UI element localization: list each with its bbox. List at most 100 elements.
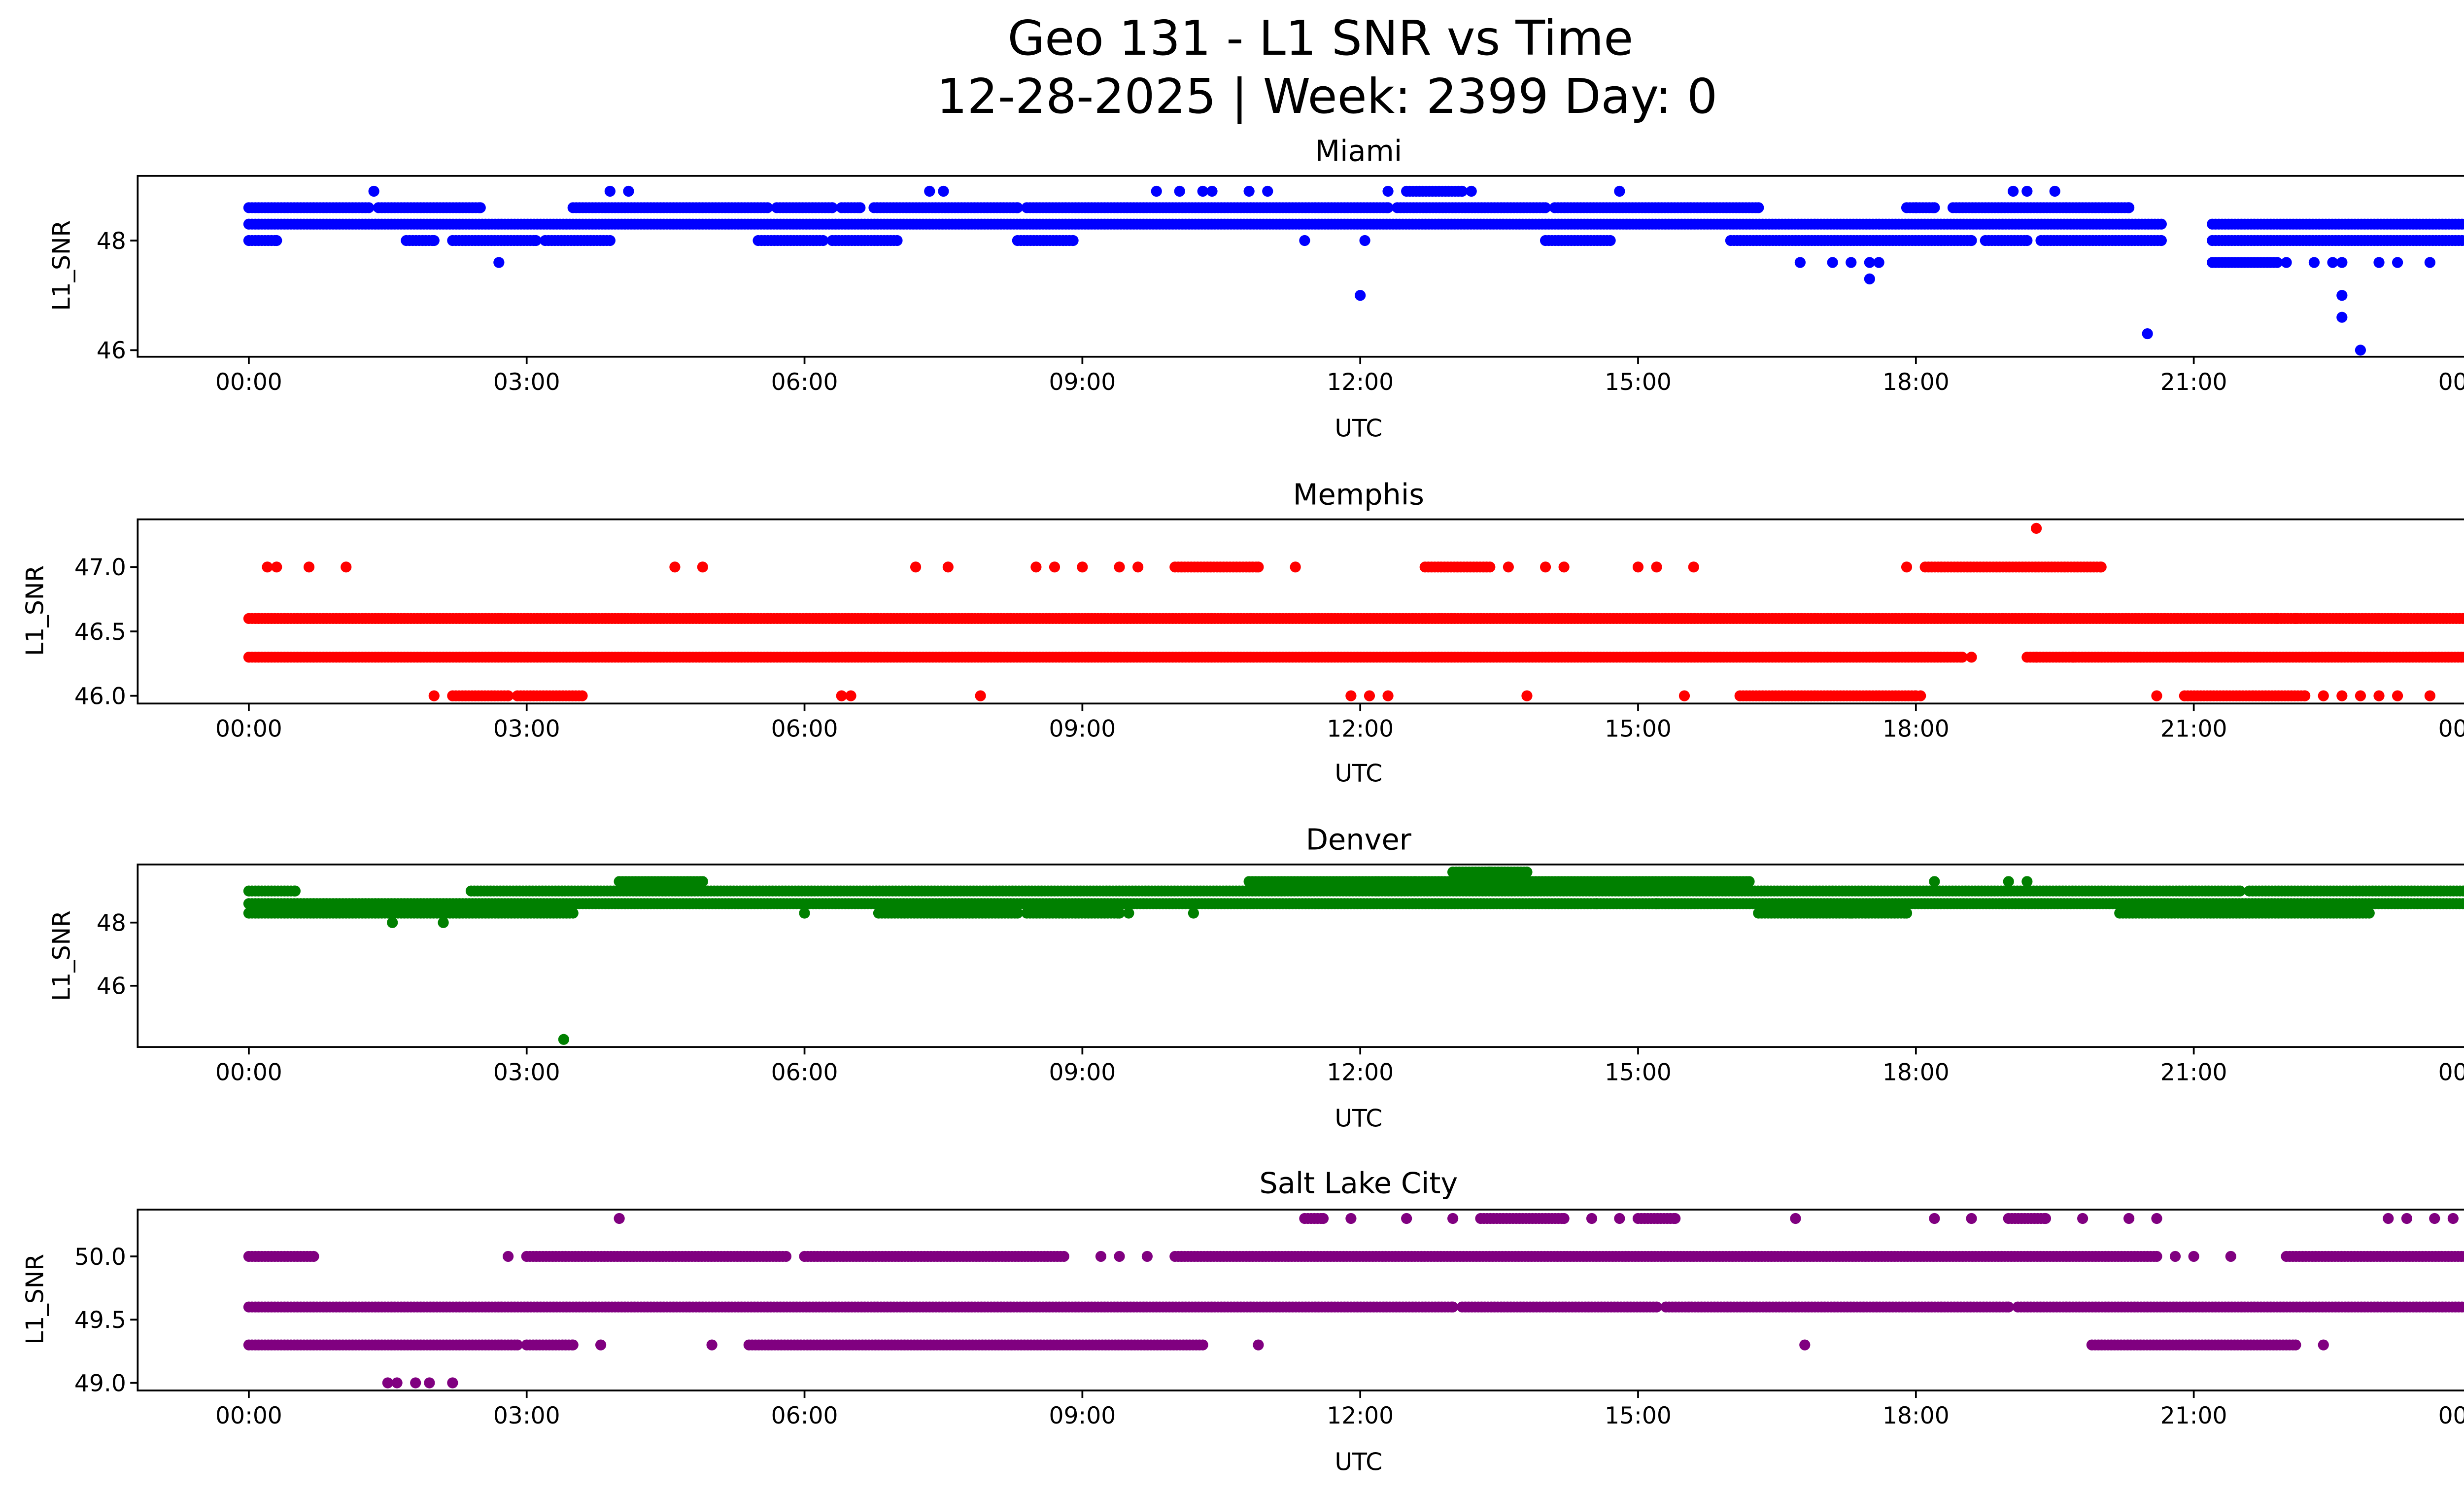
data-point [2459, 652, 2464, 663]
data-point-outlier [2308, 257, 2320, 268]
data-point-outlier [2008, 185, 2019, 197]
data-point-outlier [2336, 690, 2348, 701]
data-point [2463, 237, 2464, 244]
data-point [2460, 218, 2464, 230]
y-tick-label: 46.0 [74, 683, 126, 710]
data-point-outlier [2031, 522, 2042, 534]
data-point-outlier [2355, 345, 2366, 356]
data-point-outlier [1466, 185, 1477, 197]
data-point-outlier [1873, 257, 1884, 268]
data-point-outlier [697, 561, 708, 573]
data-point [1753, 202, 1764, 213]
data-point-outlier [910, 561, 922, 573]
data-point-outlier [1049, 561, 1061, 573]
y-axis-label: L1_SNR [47, 910, 75, 1001]
data-point-outlier [2318, 690, 2329, 701]
data-point-outlier [2373, 257, 2385, 268]
data-point [2095, 561, 2107, 573]
data-point [567, 907, 579, 919]
x-tick-label: 15:00 [1605, 716, 1672, 743]
data-point [1966, 235, 1977, 246]
data-point-outlier [1521, 690, 1533, 701]
data-point-outlier [1364, 690, 1375, 701]
data-point [530, 235, 542, 246]
data-point [1012, 202, 1023, 213]
data-point-outlier [1632, 561, 1644, 573]
data-point-outlier [1901, 561, 1913, 573]
x-axis-label: UTC [1335, 1105, 1382, 1133]
data-point-outlier [493, 257, 505, 268]
data-point [2460, 235, 2464, 246]
data-point-outlier [1846, 257, 1857, 268]
x-tick-label: 18:00 [1882, 369, 1950, 396]
x-tick-label: 21:00 [2160, 369, 2227, 396]
data-point [2462, 653, 2464, 661]
data-point-outlier [2281, 257, 2292, 268]
data-point [2463, 221, 2464, 228]
data-point [762, 202, 773, 213]
data-point-outlier [2424, 257, 2435, 268]
data-point [2299, 690, 2311, 701]
data-point-outlier [2355, 690, 2366, 701]
data-point-outlier [1290, 561, 1301, 573]
data-point-outlier [2290, 613, 2301, 624]
y-axis-label: L1_SNR [47, 220, 75, 311]
data-point [855, 202, 866, 213]
data-point-outlier [1030, 561, 1042, 573]
panel-miami: Miami L1_SNR UTC 00:00 03:00 06:00 09:00 12:… [47, 134, 2464, 442]
x-tick-label: 15:00 [1605, 369, 1672, 396]
data-point-outlier [975, 690, 986, 701]
data-point [2156, 235, 2167, 246]
data-point-outlier [1077, 561, 1088, 573]
data-point-outlier [2373, 690, 2385, 701]
series-points [243, 522, 2464, 701]
data-point [891, 235, 903, 246]
data-point-outlier [2424, 690, 2435, 701]
y-tick-label: 46 [97, 337, 126, 364]
data-point [289, 885, 301, 897]
series-points [243, 185, 2464, 356]
data-point-outlier [1678, 690, 1690, 701]
x-tick-label: 03:00 [493, 716, 560, 743]
x-tick-label: 09:00 [1049, 716, 1116, 743]
data-point [1744, 876, 1755, 887]
data-point-outlier [2049, 185, 2060, 197]
data-point-outlier [1243, 185, 1255, 197]
data-point [1253, 561, 1264, 573]
data-point-outlier [1688, 561, 1699, 573]
data-point-outlier [1915, 690, 1926, 701]
data-point-outlier [1503, 561, 1514, 573]
x-tick-label: 09:00 [1049, 369, 1116, 396]
panel-title: Memphis [1293, 477, 1424, 511]
data-point-outlier [2336, 312, 2348, 323]
data-point-outlier [938, 185, 949, 197]
data-point-outlier [924, 185, 935, 197]
data-point-outlier [1651, 561, 1662, 573]
x-tick-label: 21:00 [2160, 716, 2227, 743]
data-point [1956, 652, 1968, 663]
data-point-outlier [604, 185, 616, 197]
y-tick-label: 46.5 [74, 619, 126, 646]
data-point-outlier [1355, 290, 1366, 301]
data-point [2461, 613, 2464, 624]
data-point-outlier [2021, 185, 2033, 197]
panel-title: Miami [1315, 134, 1402, 168]
data-point-outlier [1864, 273, 1875, 284]
data-point [363, 202, 375, 213]
data-point-outlier [1827, 257, 1838, 268]
data-point-outlier [2142, 328, 2153, 340]
data-point [2156, 218, 2167, 230]
x-axis-label: UTC [1335, 760, 1382, 788]
x-tick-label: 06:00 [771, 369, 838, 396]
data-point-outlier [1382, 690, 1394, 701]
data-point [2271, 257, 2283, 268]
x-tick-label: 00:00 [2438, 716, 2464, 743]
data-point-outlier [368, 185, 379, 197]
data-point-outlier [1174, 185, 1185, 197]
y-tick-label: 47.0 [74, 554, 126, 581]
data-point-outlier [1197, 185, 1208, 197]
data-point-outlier [1382, 185, 1394, 197]
x-axis-label: UTC [1335, 414, 1382, 442]
panel-denver: Denver L1_SNR UTC 00:00 03:00 06:00 09:00 12… [47, 823, 2464, 1133]
data-point [604, 235, 616, 246]
